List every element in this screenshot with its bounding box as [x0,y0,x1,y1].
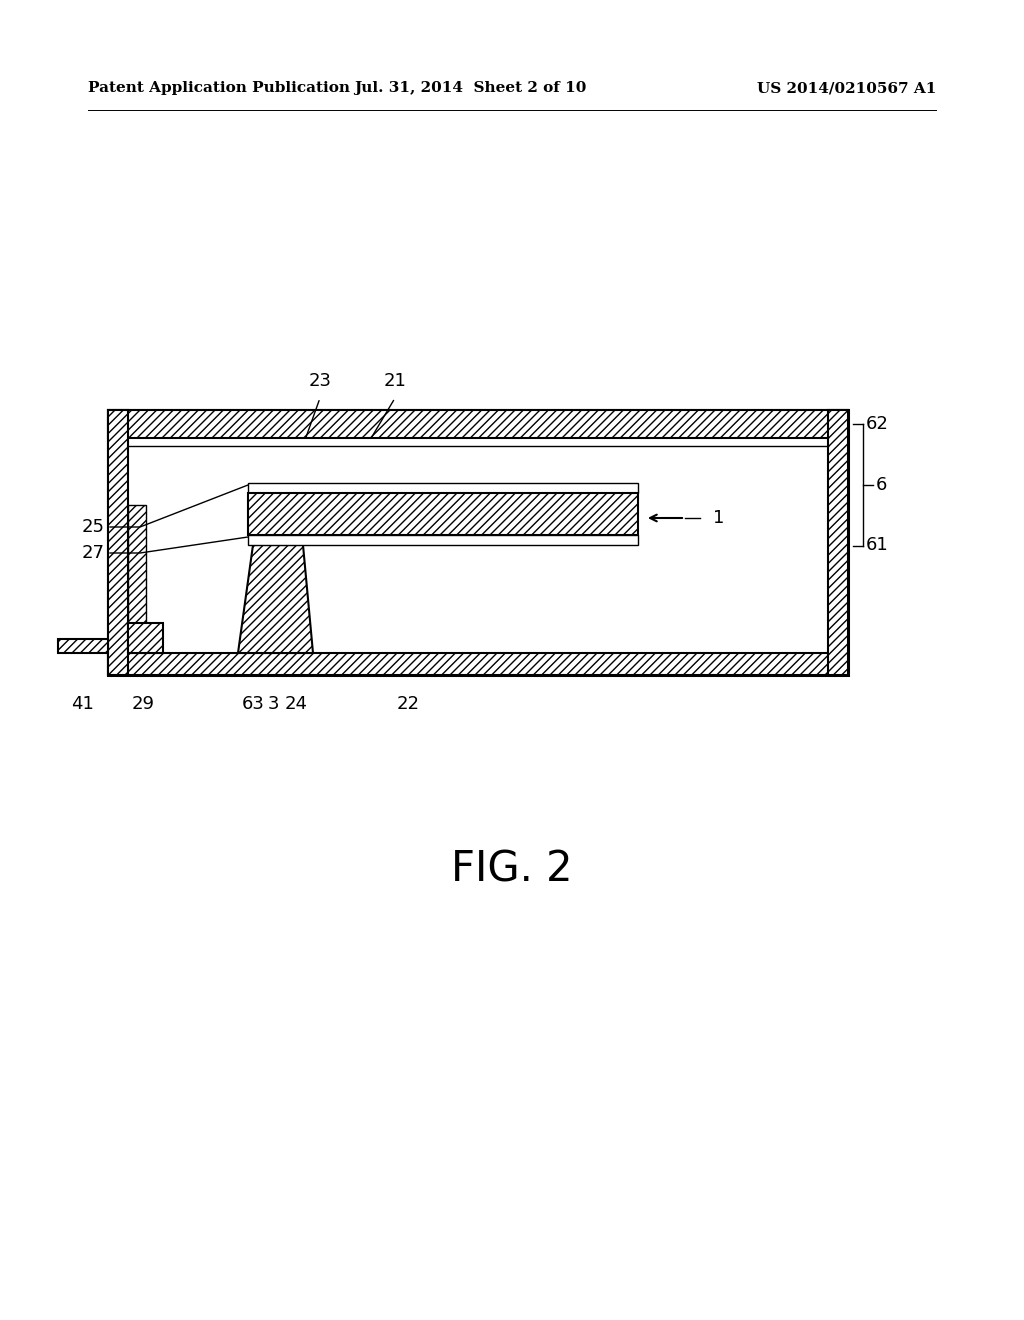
Text: 62: 62 [866,414,889,433]
Text: US 2014/0210567 A1: US 2014/0210567 A1 [757,81,936,95]
Bar [248,535,638,545]
Text: 6: 6 [876,475,888,494]
Text: 29: 29 [131,696,155,713]
Bar [248,492,638,535]
Text: 61: 61 [866,536,889,554]
Text: 3: 3 [267,696,279,713]
Bar [58,639,108,653]
Text: 22: 22 [396,696,420,713]
Text: 1: 1 [713,510,724,527]
Bar [128,506,146,635]
Text: 27: 27 [82,544,105,562]
Bar [108,411,848,438]
Text: Patent Application Publication: Patent Application Publication [88,81,350,95]
Text: 21: 21 [384,372,407,389]
Text: 23: 23 [308,372,332,389]
Polygon shape [238,545,313,653]
Bar [828,411,848,675]
Text: Jul. 31, 2014  Sheet 2 of 10: Jul. 31, 2014 Sheet 2 of 10 [354,81,586,95]
Text: FIG. 2: FIG. 2 [452,849,572,891]
Bar [108,653,848,675]
Bar [128,623,163,653]
Text: 41: 41 [72,696,94,713]
Text: 24: 24 [285,696,307,713]
Text: 25: 25 [82,517,105,536]
Bar [248,483,638,492]
Text: 63: 63 [242,696,264,713]
Bar [108,411,848,675]
Bar [108,411,128,675]
